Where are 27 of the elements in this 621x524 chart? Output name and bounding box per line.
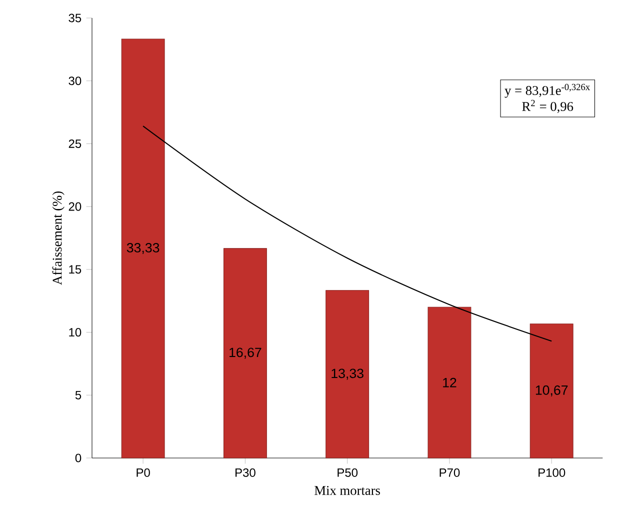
x-tick-label: P50 [338,468,358,477]
y-tick-label: 15 [69,265,82,274]
annotation: y = 83,91e$^{-0,326x}$ [504,84,590,98]
y-tick-label: 30 [68,76,82,86]
data-label: 10,67 [536,385,568,396]
y-tick-label: 10 [69,328,82,337]
y-tick-label: 35 [68,14,82,22]
y-tick-label: 20 [68,202,82,211]
x-axis-title: Mix mortars [314,486,380,495]
bar [530,324,574,458]
bar [223,248,267,458]
data-label: 33,33 [126,242,160,254]
x-tick-label: P0 [136,468,150,477]
y-tick-label: 0 [75,454,82,462]
annotation: R$^{2}$ = 0,96 [522,100,574,113]
data-label: 13,33 [332,368,364,380]
y-axis-title: Affaissement (%) [52,192,64,285]
data-label: 12 [443,378,456,388]
x-tick-label: P70 [440,468,460,477]
y-tick-label: 25 [68,139,82,148]
data-label: 16,67 [230,348,262,359]
bar [121,38,165,458]
bar [428,306,472,458]
y-tick-label: 5 [75,390,82,400]
x-tick-label: P30 [236,468,256,477]
bar [326,290,370,458]
x-tick-label: P100 [538,468,566,477]
